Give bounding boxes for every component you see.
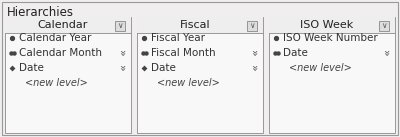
Text: Fiscal Year: Fiscal Year <box>151 33 205 43</box>
Text: Date: Date <box>283 48 308 58</box>
Text: »: » <box>116 65 126 72</box>
Text: Calendar Month: Calendar Month <box>19 48 102 58</box>
Text: Hierarchies: Hierarchies <box>7 5 74 18</box>
Text: »: » <box>248 50 258 57</box>
Bar <box>115 21 125 31</box>
Text: Fiscal: Fiscal <box>180 21 210 31</box>
Bar <box>5 17 131 33</box>
Text: ISO Week Number: ISO Week Number <box>283 33 378 43</box>
Bar <box>269 17 395 133</box>
Text: Calendar Year: Calendar Year <box>19 33 91 43</box>
Text: ISO Week: ISO Week <box>300 21 354 31</box>
Text: »: » <box>116 50 126 57</box>
Text: »: » <box>380 50 390 57</box>
Bar <box>269 17 395 33</box>
Bar <box>137 17 263 133</box>
Bar <box>5 17 131 133</box>
Text: Calendar: Calendar <box>38 21 88 31</box>
Text: Date: Date <box>19 63 44 73</box>
Text: Fiscal Month: Fiscal Month <box>151 48 216 58</box>
Text: ∨: ∨ <box>381 22 387 31</box>
Text: <new level>: <new level> <box>289 63 352 73</box>
Text: <new level>: <new level> <box>157 78 220 88</box>
Text: »: » <box>248 65 258 72</box>
Bar <box>137 17 263 33</box>
Text: Date: Date <box>151 63 176 73</box>
Text: <new level>: <new level> <box>25 78 88 88</box>
Bar <box>247 21 257 31</box>
Bar <box>379 21 389 31</box>
Text: ∨: ∨ <box>249 22 255 31</box>
Text: ∨: ∨ <box>117 22 123 31</box>
